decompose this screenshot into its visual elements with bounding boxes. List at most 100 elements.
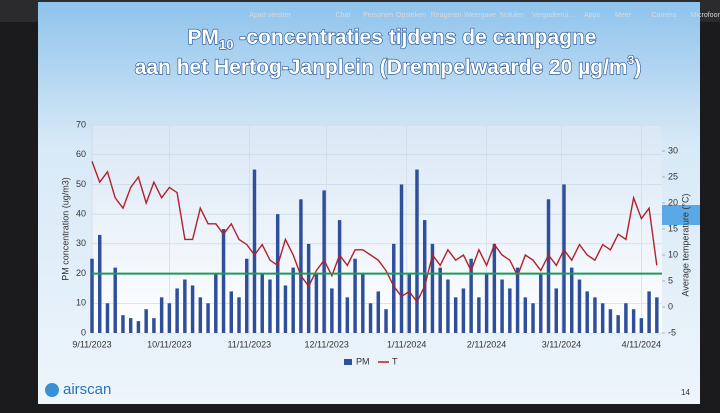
bar — [98, 234, 102, 333]
bar — [268, 279, 272, 333]
y2-tick-label: 5 — [668, 275, 673, 285]
bar — [136, 321, 141, 333]
bar — [229, 291, 234, 333]
legend-swatch — [344, 359, 352, 365]
y2-tick-label: 0 — [668, 301, 673, 311]
y2-tick-label: 20 — [668, 197, 678, 207]
bar — [639, 318, 644, 333]
bar — [554, 288, 558, 333]
y-tick-label: 40 — [76, 209, 86, 219]
toolbar-button[interactable]: Apps — [584, 12, 600, 19]
y2-tick-label: 10 — [668, 249, 678, 259]
logo: airscan — [63, 381, 111, 398]
bar — [569, 267, 574, 333]
toolbar-button[interactable]: Meer — [615, 12, 632, 19]
bar — [577, 279, 582, 333]
bar — [484, 273, 489, 333]
y-tick-label: 0 — [81, 327, 86, 337]
y2-tick-label: -5 — [668, 327, 676, 337]
bar — [345, 297, 350, 333]
bar — [500, 279, 504, 333]
chart-title: PM10 -concentraties tijdens de campagne — [188, 26, 597, 52]
bar — [190, 285, 195, 333]
bar — [175, 288, 179, 333]
bar — [438, 267, 442, 333]
bar — [152, 318, 156, 333]
bar — [128, 318, 133, 333]
bar — [198, 297, 203, 333]
bar — [515, 267, 520, 333]
y2-tick-label: 30 — [668, 145, 678, 155]
bar — [477, 297, 481, 333]
bar — [655, 297, 659, 333]
x-tick-label: 3/11/2024 — [542, 339, 581, 349]
bar — [600, 303, 605, 333]
y-tick-label: 20 — [76, 268, 86, 278]
x-tick-label: 4/11/2024 — [622, 339, 661, 349]
toolbar-button[interactable]: Weergave — [464, 12, 496, 19]
y-tick-label: 50 — [76, 179, 86, 189]
bar — [407, 273, 411, 333]
bar — [245, 258, 249, 333]
toolbar-button[interactable]: Opsteken — [396, 12, 426, 19]
bar — [337, 220, 342, 333]
toolbar-button[interactable]: Apart venster — [249, 12, 291, 19]
bar — [415, 169, 419, 333]
bar — [144, 309, 148, 333]
y2-tick-label: 15 — [668, 223, 678, 233]
toolbar-button[interactable]: Personen — [363, 12, 393, 19]
bar — [546, 199, 551, 333]
slide-accent — [660, 205, 700, 225]
bar — [167, 303, 172, 333]
y-tick-label: 60 — [76, 149, 86, 159]
bar — [314, 273, 319, 333]
bar — [121, 315, 125, 333]
bar — [206, 303, 210, 333]
y2-axis-label: Average temperature (°C) — [680, 194, 690, 297]
bar — [392, 243, 396, 333]
bar — [260, 273, 264, 333]
bar — [562, 184, 566, 333]
toolbar-button[interactable]: Reageren — [431, 12, 462, 19]
bar — [624, 303, 628, 333]
bar — [647, 291, 651, 333]
y-axis-label: PM concentration (ug/m3) — [60, 177, 70, 281]
toolbar-button[interactable]: Microfoon — [691, 12, 720, 19]
toolbar-button[interactable]: Notulen — [500, 12, 524, 19]
bar — [492, 243, 497, 333]
bar — [585, 291, 589, 333]
y-tick-label: 10 — [76, 298, 86, 308]
slide-number: 14 — [681, 388, 690, 397]
bar — [616, 315, 620, 333]
bar — [430, 243, 435, 333]
toolbar-button[interactable]: Chat — [336, 12, 351, 19]
bar — [306, 243, 311, 333]
x-tick-label: 10/11/2023 — [147, 339, 191, 349]
bar — [469, 258, 473, 333]
bar — [330, 288, 334, 333]
bar — [159, 297, 164, 333]
bar — [252, 169, 257, 333]
bar — [353, 258, 357, 333]
y2-tick-label: 25 — [668, 171, 678, 181]
line — [91, 161, 658, 304]
bar — [183, 279, 187, 333]
toolbar-button[interactable]: Camera — [652, 12, 677, 19]
bar — [291, 267, 295, 333]
bar — [531, 303, 535, 333]
bar — [361, 273, 365, 333]
bar — [113, 267, 117, 333]
logo-icon — [45, 383, 59, 397]
bar — [283, 285, 288, 333]
y-tick-label: 30 — [76, 238, 86, 248]
bar — [90, 258, 94, 333]
bar — [539, 273, 543, 333]
bar — [376, 291, 381, 333]
y-tick-label: 70 — [76, 119, 86, 129]
bar — [461, 288, 466, 333]
legend-label: T — [392, 356, 398, 366]
bar — [631, 309, 636, 333]
toolbar-button[interactable]: Vergaderrui... — [532, 12, 574, 19]
bar — [384, 309, 388, 333]
